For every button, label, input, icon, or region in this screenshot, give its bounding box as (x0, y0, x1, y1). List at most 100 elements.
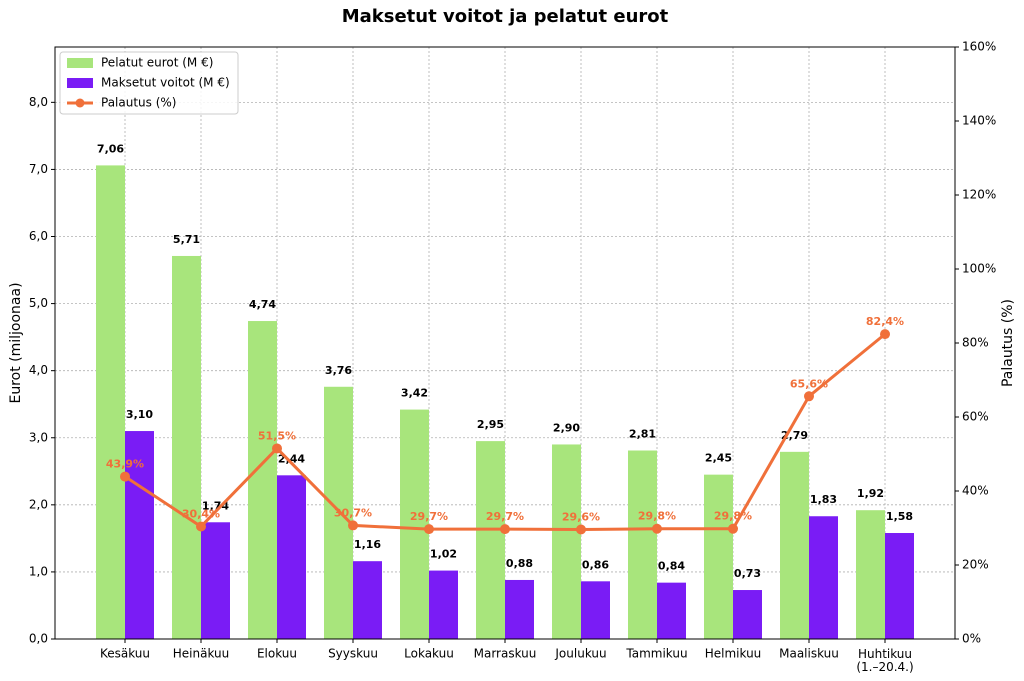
plot-frame (54, 46, 956, 640)
y2-tick-label: 160% (962, 40, 996, 54)
line-value-label: 30,7% (334, 506, 372, 519)
line-value-label: 29,7% (486, 510, 524, 523)
bar (277, 475, 306, 639)
line-point (652, 523, 662, 534)
bar-value-label: 5,71 (173, 233, 200, 246)
bar (856, 510, 885, 639)
x-tick-label: Lokakuu (404, 647, 454, 661)
x-tick-label: Joulukuu (554, 647, 606, 661)
y2-axis-label: Palautus (%) (1000, 299, 1016, 387)
line-point (120, 471, 130, 482)
x-tick-label: Syyskuu (328, 647, 378, 661)
line-point (728, 523, 738, 534)
bar (201, 522, 230, 639)
bar (704, 474, 733, 639)
bar-value-label: 1,83 (810, 493, 837, 506)
y2-tick-label: 100% (962, 262, 996, 276)
line-value-label: 29,8% (638, 510, 676, 523)
bar-value-label: 4,74 (249, 298, 276, 311)
x-tick-label: Marraskuu (474, 647, 537, 661)
bar-value-label: 3,76 (325, 364, 352, 377)
legend-box (59, 51, 239, 115)
bar-value-label: 2,45 (705, 452, 732, 465)
bar (581, 581, 610, 639)
y-axis-label: Eurot (miljoonaa) (8, 282, 24, 403)
y2-tick-label: 40% (962, 484, 989, 498)
x-tick-label: Heinäkuu (173, 647, 230, 661)
y2-tick-label: 60% (962, 410, 989, 424)
y2-tick-label: 20% (962, 558, 989, 572)
bar (733, 590, 762, 639)
line-point (576, 524, 586, 535)
line-point (880, 329, 890, 340)
bar-value-label: 0,88 (506, 557, 533, 570)
bar (505, 579, 534, 639)
bar-value-label: 3,42 (401, 387, 428, 400)
bar (552, 444, 581, 639)
line-value-label: 30,4% (182, 508, 220, 521)
bar-value-label: 1,02 (430, 548, 457, 561)
bar-value-label: 1,92 (857, 487, 884, 500)
x-tick-label: Elokuu (257, 647, 297, 661)
bar (125, 431, 154, 639)
bar-value-label: 0,73 (734, 567, 761, 580)
line-point (804, 391, 814, 402)
bar (809, 516, 838, 639)
line-value-label: 43,9% (106, 458, 144, 471)
bar (324, 386, 353, 639)
bar (657, 582, 686, 639)
legend-label: Pelatut eurot (M €) (101, 56, 213, 70)
bar (353, 561, 382, 639)
y-tick-label: 8,0 (29, 95, 48, 109)
legend-label: Maksetut voitot (M €) (101, 76, 230, 90)
legend-swatch (67, 78, 93, 88)
legend-label: Palautus (%) (101, 96, 177, 110)
bar-value-label: 1,16 (354, 538, 381, 551)
line-point (500, 524, 510, 535)
bar-value-label: 2,81 (629, 427, 656, 440)
bar-value-label: 1,58 (886, 510, 913, 523)
y-tick-label: 4,0 (29, 363, 48, 377)
y2-tick-label: 0% (962, 632, 981, 646)
line-value-label: 51,5% (258, 429, 296, 442)
line-point (348, 520, 358, 531)
bar-value-label: 2,90 (553, 421, 580, 434)
bar-value-label: 0,86 (582, 558, 609, 571)
bar (780, 451, 809, 639)
bar (172, 255, 201, 639)
bar-value-label: 2,95 (477, 418, 504, 431)
bar (628, 450, 657, 639)
bar-value-label: 0,84 (658, 560, 685, 573)
line-value-label: 65,6% (790, 377, 828, 390)
y-tick-label: 1,0 (29, 564, 48, 578)
bar-value-label: 7,06 (97, 142, 124, 155)
line-value-label: 29,8% (714, 510, 752, 523)
y-tick-label: 6,0 (29, 229, 48, 243)
y2-tick-label: 80% (962, 336, 989, 350)
legend: Pelatut eurot (M €) Maksetut voitot (M €)… (59, 51, 239, 115)
y-tick-label: 0,0 (29, 632, 48, 646)
legend-swatch (67, 58, 93, 68)
bar (476, 441, 505, 639)
line-value-label: 29,6% (562, 510, 600, 523)
line-point (272, 443, 282, 454)
x-tick-label: Huhtikuu (1.–20.4.) (856, 647, 913, 674)
y-tick-label: 5,0 (29, 296, 48, 310)
x-tick-label: Maaliskuu (779, 647, 839, 661)
y2-tick-label: 120% (962, 188, 996, 202)
bar (248, 321, 277, 639)
y2-tick-label: 140% (962, 114, 996, 128)
x-tick-label: Kesäkuu (100, 647, 150, 661)
line-point (424, 524, 434, 535)
bar-value-label: 3,10 (126, 408, 153, 421)
line-value-label: 29,7% (410, 510, 448, 523)
x-tick-label: Tammikuu (625, 647, 687, 661)
line-point (196, 521, 206, 532)
line-value-label: 82,4% (866, 315, 904, 328)
x-tick-label: Helmikuu (705, 647, 762, 661)
y-tick-label: 2,0 (29, 497, 48, 511)
y-tick-label: 7,0 (29, 162, 48, 176)
bar (429, 570, 458, 639)
bar (885, 533, 914, 639)
